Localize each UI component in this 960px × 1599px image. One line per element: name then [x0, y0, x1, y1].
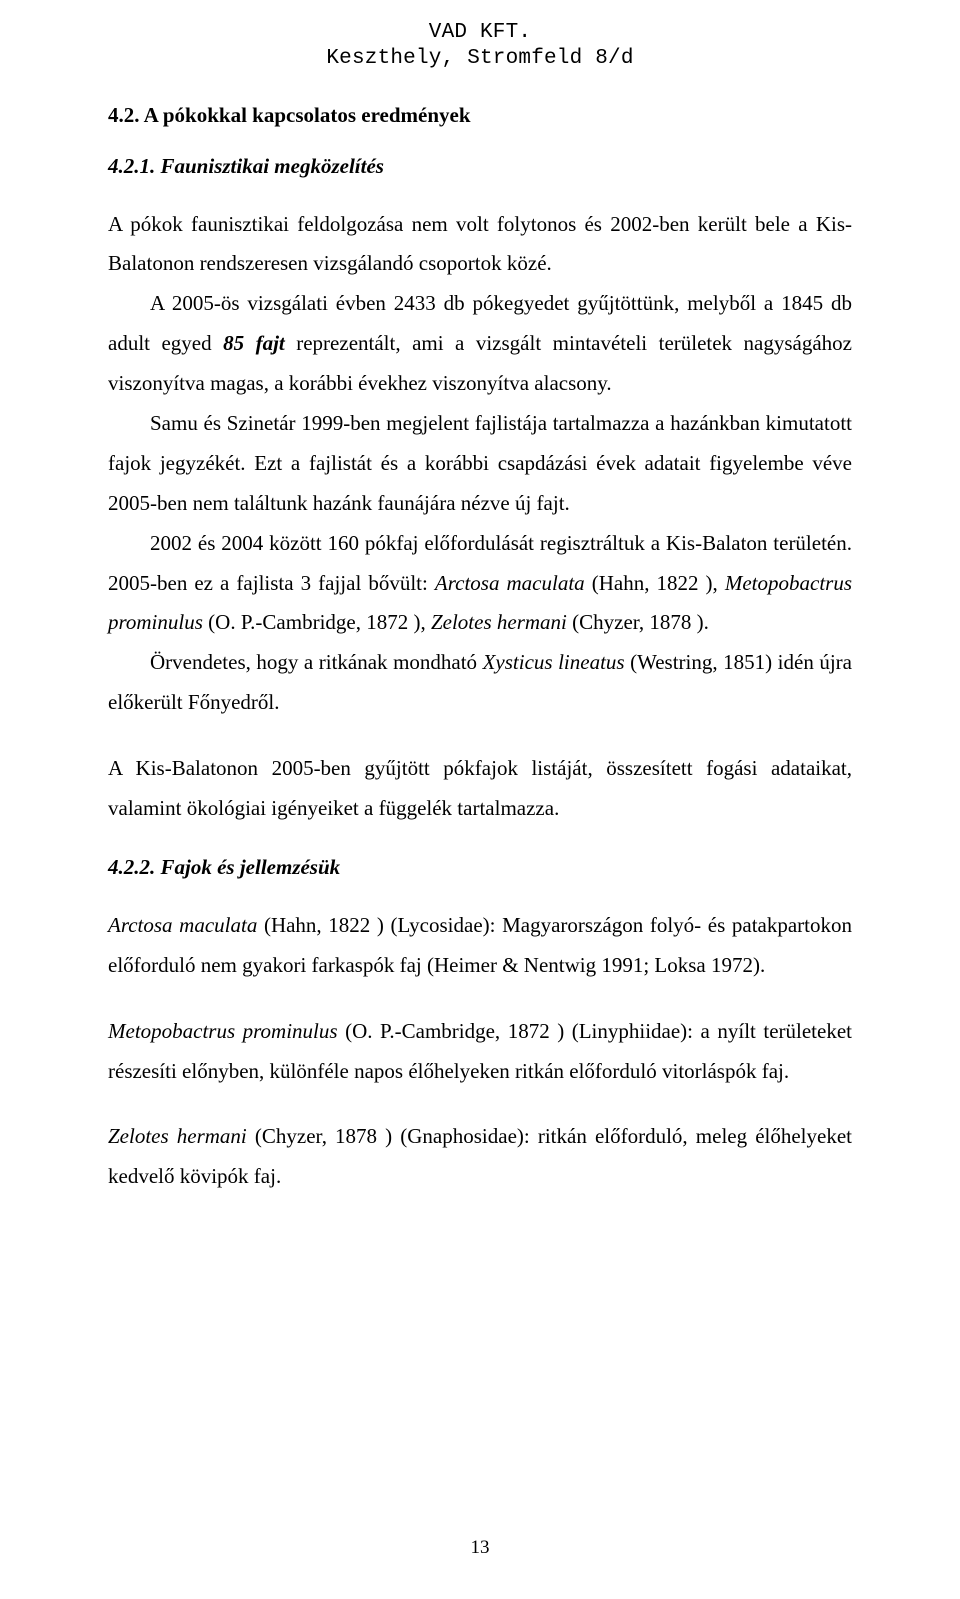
text: (Chyzer, 1878 ).	[567, 610, 709, 634]
species-name: Arctosa maculata	[108, 913, 257, 937]
text: (O. P.-Cambridge, 1872 ),	[203, 610, 431, 634]
emphasis-species-count: 85 fajt	[223, 331, 285, 355]
species-name: Zelotes hermani	[108, 1124, 247, 1148]
species-name: Xysticus lineatus	[483, 650, 625, 674]
text: (Hahn, 1822 ),	[585, 571, 725, 595]
paragraph: A pókok faunisztikai feldolgozása nem vo…	[108, 205, 852, 285]
section-4-2-2-title: 4.2.2. Fajok és jellemzésük	[108, 855, 852, 880]
paragraph: 2002 és 2004 között 160 pókfaj előfordul…	[108, 524, 852, 644]
text: Örvendetes, hogy a ritkának mondható	[150, 650, 483, 674]
section-4-2-1-title: 4.2.1. Faunisztikai megközelítés	[108, 154, 852, 179]
species-paragraph: Zelotes hermani (Chyzer, 1878 ) (Gnaphos…	[108, 1117, 852, 1197]
header-line-2: Keszthely, Stromfeld 8/d	[108, 46, 852, 72]
paragraph: Samu és Szinetár 1999-ben megjelent fajl…	[108, 404, 852, 524]
paragraph: A 2005-ös vizsgálati évben 2433 db pókeg…	[108, 284, 852, 404]
species-paragraph: Arctosa maculata (Hahn, 1822 ) (Lycosida…	[108, 906, 852, 986]
species-name: Arctosa maculata	[435, 571, 585, 595]
species-name: Zelotes hermani	[431, 610, 567, 634]
paragraph: Örvendetes, hogy a ritkának mondható Xys…	[108, 643, 852, 723]
page-number: 13	[0, 1537, 960, 1559]
page: VAD KFT. Keszthely, Stromfeld 8/d 4.2. A…	[0, 0, 960, 1599]
header-line-1: VAD KFT.	[108, 20, 852, 46]
species-paragraph: Metopobactrus prominulus (O. P.-Cambridg…	[108, 1012, 852, 1092]
species-name: Metopobactrus prominulus	[108, 1019, 338, 1043]
document-header: VAD KFT. Keszthely, Stromfeld 8/d	[108, 20, 852, 73]
section-4-2-title: 4.2. A pókokkal kapcsolatos eredmények	[108, 103, 852, 128]
paragraph: A Kis-Balatonon 2005-ben gyűjtött pókfaj…	[108, 749, 852, 829]
